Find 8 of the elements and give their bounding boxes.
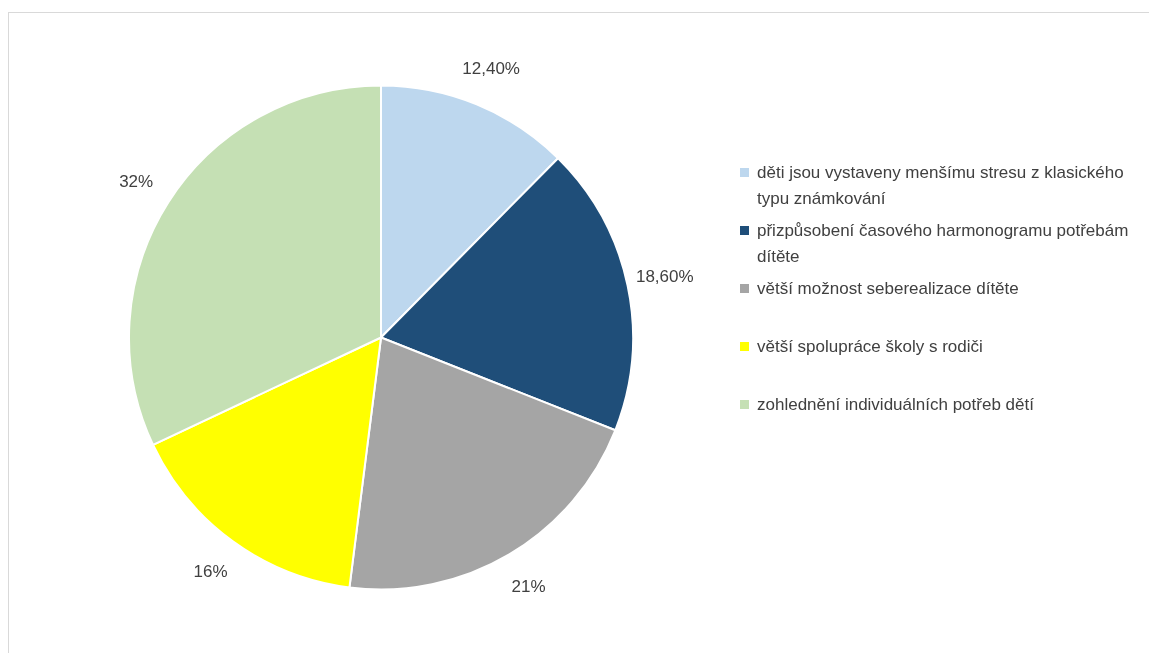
legend-label: větší možnost seberealizace dítěte bbox=[757, 278, 1019, 300]
data-label: 21% bbox=[511, 576, 546, 596]
data-label: 12,40% bbox=[462, 58, 520, 78]
data-label: 16% bbox=[193, 561, 228, 581]
data-label: 18,60% bbox=[635, 267, 694, 287]
legend-label: větší spolupráce školy s rodiči bbox=[757, 336, 983, 358]
data-label: 32% bbox=[119, 171, 154, 191]
legend-label: zohlednění individuálních potřeb dětí bbox=[757, 394, 1034, 416]
